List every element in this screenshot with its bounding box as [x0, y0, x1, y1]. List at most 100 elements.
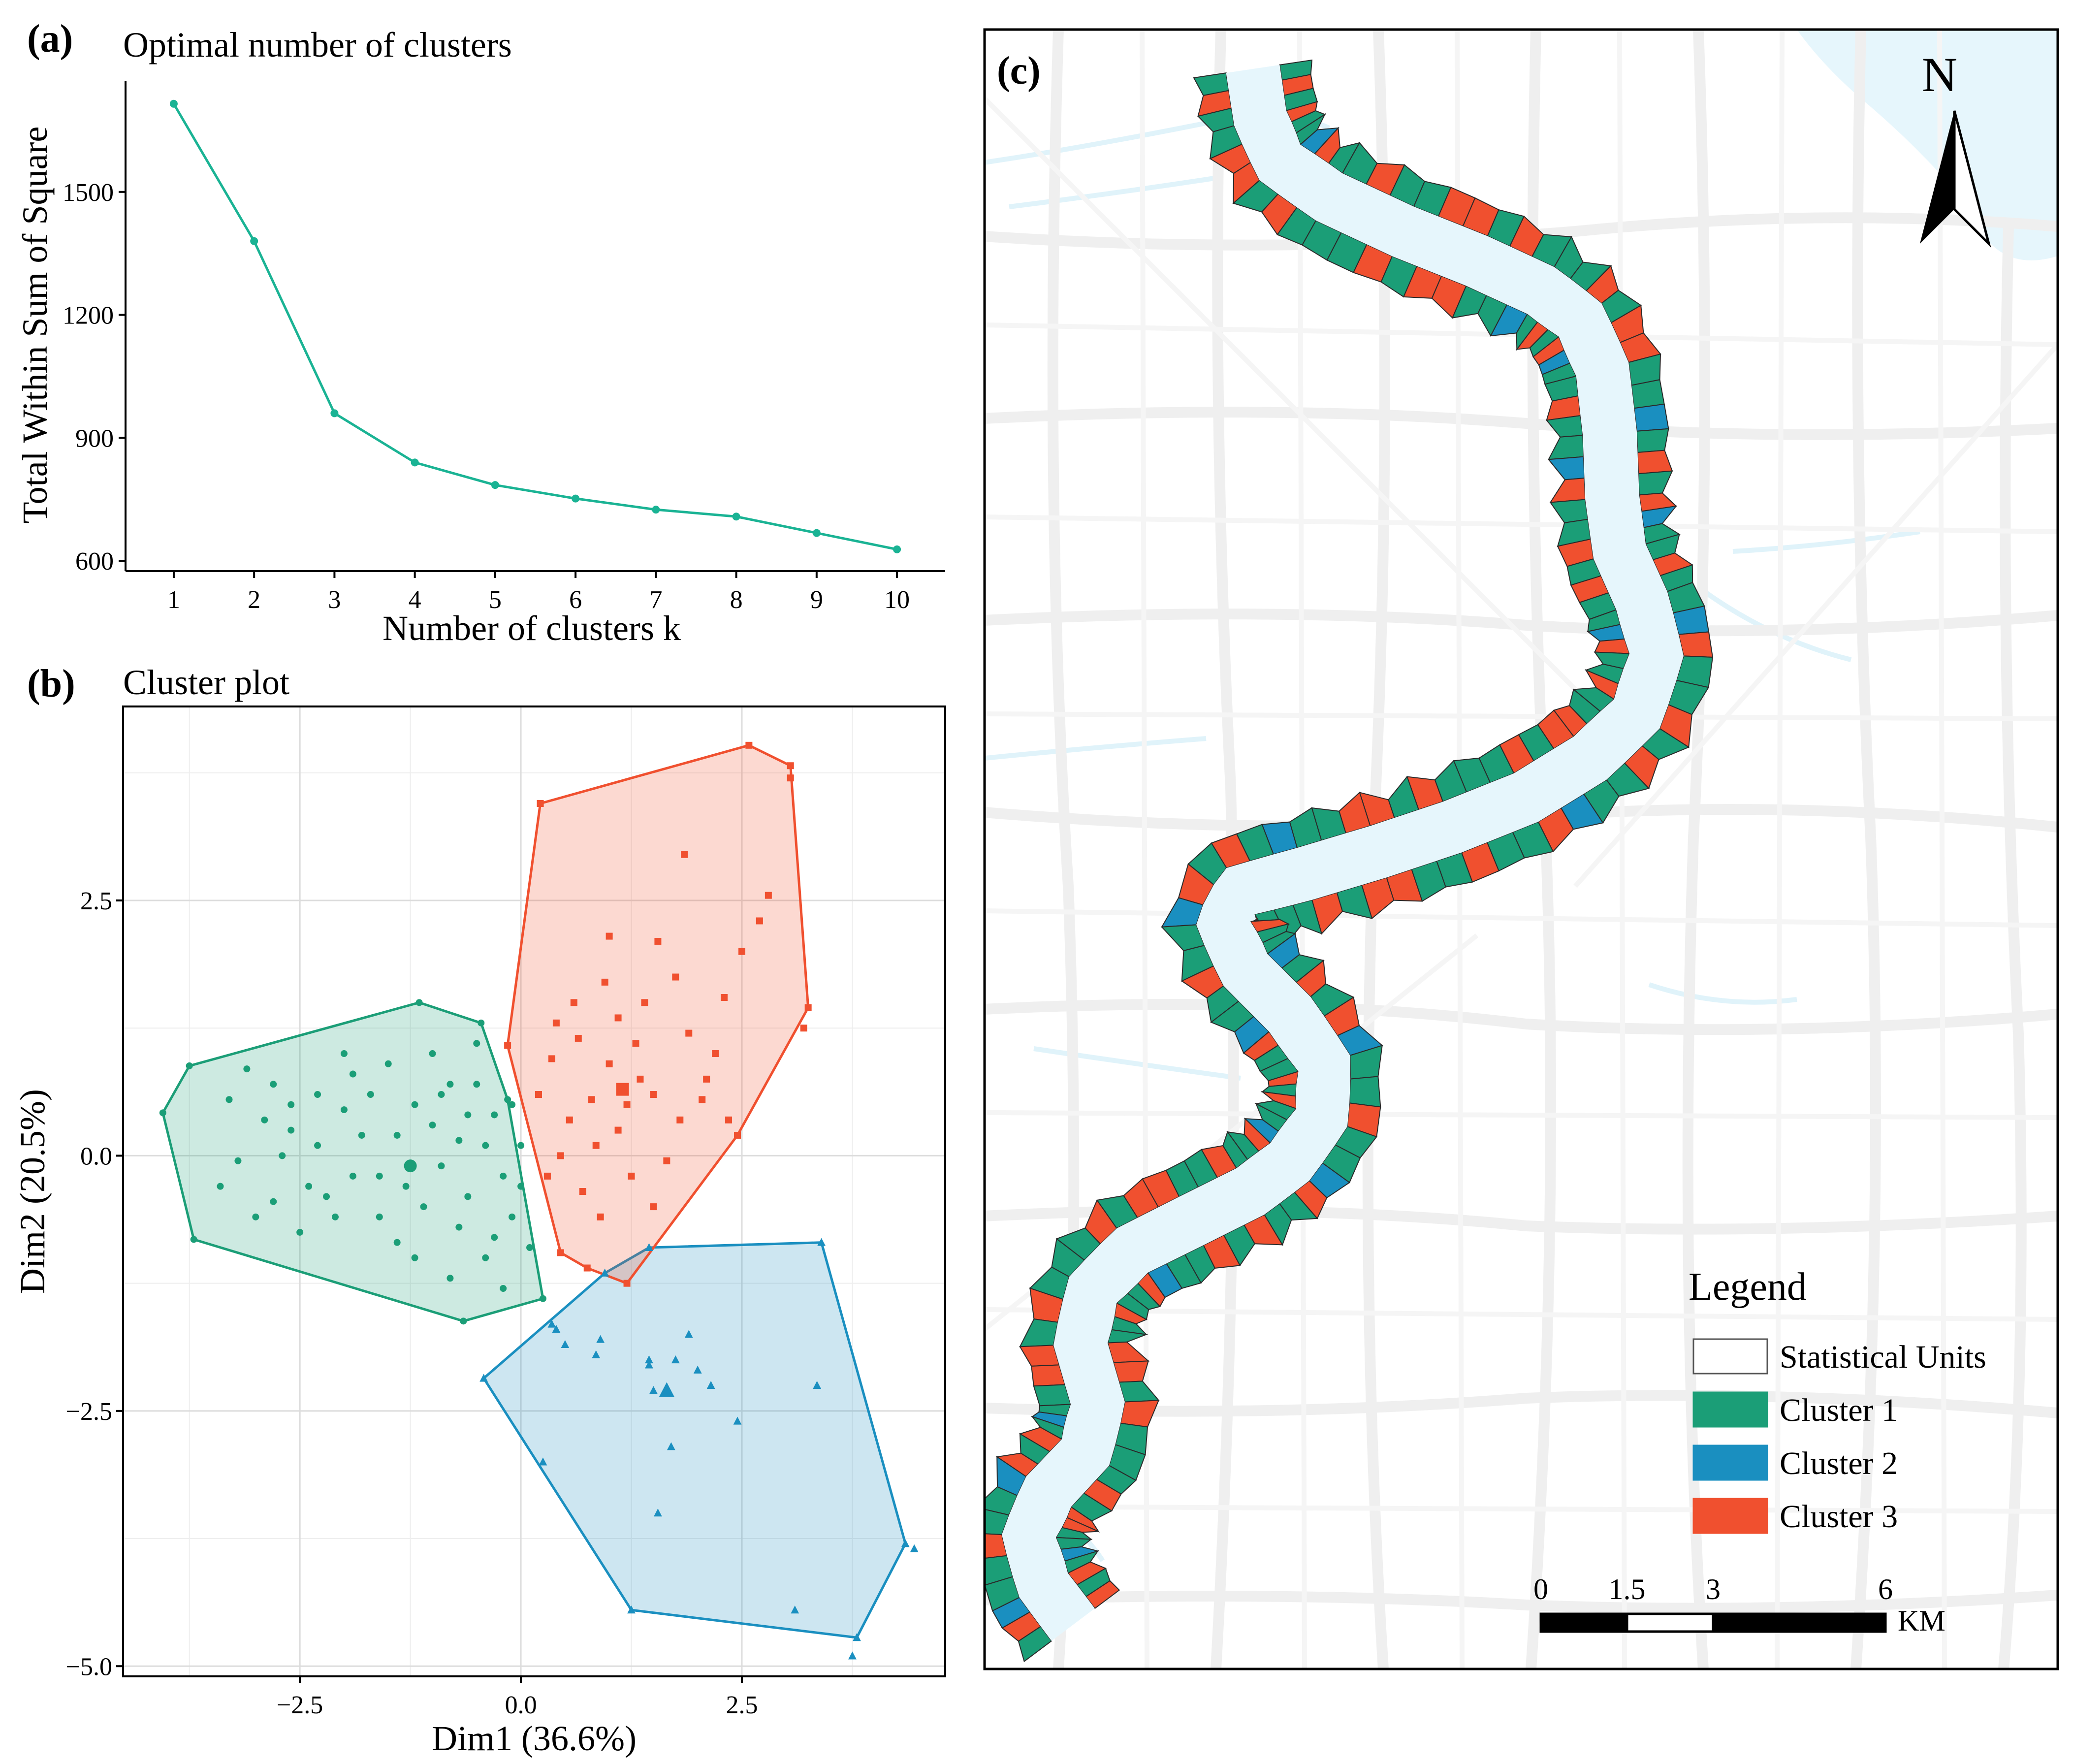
- map-content: [985, 30, 2058, 1669]
- cluster-point: [654, 937, 662, 945]
- cluster-point: [817, 1238, 826, 1246]
- cluster-point: [438, 1162, 445, 1170]
- cluster-point: [734, 1131, 741, 1139]
- cluster-point: [517, 1183, 525, 1190]
- cluster-point: [813, 1380, 822, 1389]
- cluster-point: [384, 1060, 392, 1067]
- cluster-point: [429, 1122, 436, 1129]
- cluster-point: [314, 1091, 321, 1098]
- cluster-point: [455, 1137, 463, 1144]
- cluster-point: [411, 1254, 418, 1261]
- elbow-point: [330, 409, 339, 417]
- legend-label: Cluster 2: [1780, 1445, 1898, 1481]
- cluster-point: [270, 1081, 277, 1088]
- cluster-point: [645, 1355, 653, 1364]
- panel-a-label: (a): [27, 17, 73, 61]
- elbow-x-tick-label: 8: [730, 586, 743, 614]
- scale-label: 6: [1878, 1573, 1893, 1605]
- elbow-point: [732, 513, 740, 521]
- elbow-series-line: [172, 103, 897, 551]
- cluster-point: [706, 1380, 715, 1389]
- cluster-point: [393, 1131, 401, 1139]
- cluster-point: [800, 1025, 807, 1032]
- cluster-point: [623, 1280, 631, 1287]
- cluster-point: [404, 1159, 417, 1173]
- cluster-x-ticks: −2.5 0.0 2.5: [277, 1676, 758, 1719]
- river-water: [1002, 64, 1684, 1641]
- cluster-point: [270, 1198, 277, 1205]
- cluster-point: [446, 1081, 454, 1088]
- statistical-unit: [985, 1508, 1010, 1536]
- cluster-point: [910, 1544, 919, 1552]
- elbow-x-tick-label: 10: [884, 586, 910, 614]
- cluster-points: [159, 741, 919, 1660]
- cluster-point: [500, 1285, 507, 1292]
- river: [985, 59, 1714, 1663]
- cluster-point: [411, 1101, 418, 1108]
- cluster-point: [504, 1042, 511, 1049]
- cluster-point: [684, 1330, 693, 1338]
- cluster-point: [583, 1264, 591, 1272]
- cluster-point: [721, 994, 728, 1001]
- cluster-point: [464, 1111, 472, 1119]
- cluster-point: [667, 1442, 675, 1450]
- elbow-point: [491, 481, 499, 489]
- elbow-point: [572, 494, 580, 503]
- cluster-point: [429, 1050, 436, 1058]
- cluster-point: [500, 1172, 507, 1180]
- cluster-point: [627, 1605, 636, 1614]
- cluster-point: [190, 1236, 197, 1243]
- cluster-point: [588, 1096, 595, 1103]
- cluster-point: [349, 1070, 356, 1078]
- cluster-y-tick-label: −5.0: [66, 1653, 112, 1681]
- elbow-x-tick-label: 2: [248, 586, 260, 614]
- cluster-point: [592, 1142, 600, 1149]
- elbow-point: [169, 99, 178, 108]
- cluster-point: [901, 1539, 910, 1547]
- cluster-point: [261, 1116, 268, 1123]
- scale-label: 1.5: [1609, 1573, 1646, 1605]
- legend-label: Statistical Units: [1780, 1339, 1986, 1375]
- cluster-point: [561, 1340, 570, 1348]
- elbow-x-tick-label: 1: [167, 586, 180, 614]
- cluster-y-tick-label: −2.5: [66, 1398, 112, 1426]
- elbow-x-tick-label: 3: [328, 586, 341, 614]
- elbow-point: [652, 506, 660, 514]
- cluster-point: [804, 1004, 812, 1011]
- legend-label: Cluster 1: [1780, 1392, 1898, 1428]
- cluster-y-tick-label: 0.0: [80, 1142, 112, 1170]
- elbow-x-tick-label: 6: [569, 586, 582, 614]
- cluster-point: [323, 1193, 330, 1200]
- cluster-x-label: Dim1 (36.6%): [432, 1719, 637, 1758]
- cluster-point: [659, 1382, 674, 1397]
- map-frame: [983, 28, 2059, 1670]
- cluster-point: [402, 1183, 410, 1190]
- cluster-point: [552, 1324, 561, 1333]
- cluster-point: [482, 1254, 489, 1261]
- cluster-point: [738, 948, 745, 955]
- cluster-point: [509, 1213, 516, 1220]
- panel-c-label: (c): [997, 49, 1041, 93]
- cluster-point: [645, 1360, 653, 1369]
- cluster-point: [853, 1633, 861, 1641]
- cluster-point: [367, 1091, 374, 1098]
- cluster-point: [787, 762, 794, 770]
- cluster-point: [650, 1091, 657, 1098]
- cluster-point: [765, 892, 772, 899]
- cluster-point: [234, 1157, 242, 1164]
- elbow-y-tick-label: 1500: [63, 179, 114, 207]
- cluster-point: [415, 999, 423, 1006]
- cluster-y-label: Dim2 (20.5%): [13, 1089, 52, 1294]
- cluster-point: [376, 1213, 383, 1220]
- elbow-x-label: Number of clusters k: [383, 609, 681, 648]
- cluster-point: [601, 978, 608, 986]
- cluster-point: [616, 1083, 629, 1096]
- cluster-point: [376, 1172, 383, 1180]
- scale-bar: 0 1.5 3 6 KM: [1533, 1573, 1945, 1637]
- cluster-point: [491, 1234, 498, 1241]
- cluster-point: [478, 1019, 485, 1026]
- scale-label: 0: [1533, 1573, 1548, 1605]
- cluster-point: [756, 917, 763, 925]
- cluster-point: [314, 1142, 321, 1149]
- cluster-point: [645, 1243, 653, 1251]
